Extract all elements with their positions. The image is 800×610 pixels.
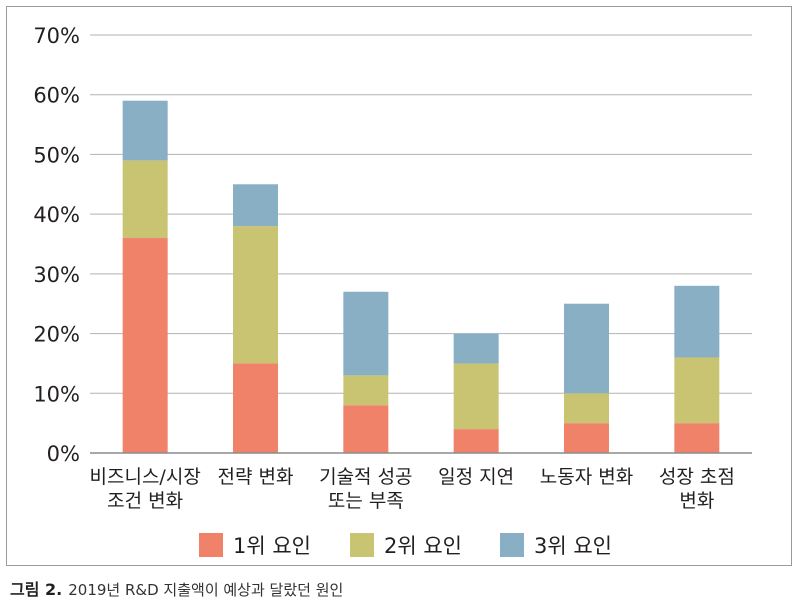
bar-segment bbox=[674, 423, 720, 453]
bar-segment bbox=[343, 375, 389, 406]
y-tick-label: 70% bbox=[33, 24, 80, 48]
y-tick-label: 20% bbox=[33, 323, 80, 347]
x-tick-label: 노동자 변화 bbox=[540, 466, 633, 488]
x-tick-label: 변화 bbox=[679, 490, 714, 512]
bar-segment bbox=[453, 429, 499, 453]
legend-label: 3위 요인 bbox=[534, 534, 612, 558]
legend-item: 1위 요인 bbox=[199, 527, 311, 563]
y-tick-label: 30% bbox=[33, 263, 80, 287]
bar-segment bbox=[122, 238, 168, 453]
x-tick-label: 비즈니스/시장 bbox=[90, 466, 201, 488]
x-tick-label: 조건 변화 bbox=[107, 490, 183, 512]
legend-swatch bbox=[350, 533, 374, 557]
bar-segment bbox=[453, 333, 499, 364]
x-tick-label: 기술적 성공 bbox=[319, 466, 412, 488]
figure-caption-label: 그림 2. bbox=[10, 580, 63, 599]
y-tick-label: 60% bbox=[33, 84, 80, 108]
x-tick-label: 전략 변화 bbox=[218, 466, 294, 488]
bar-segment bbox=[674, 357, 720, 424]
legend-swatch bbox=[500, 533, 524, 557]
bar-segment bbox=[122, 100, 168, 161]
y-tick-label: 40% bbox=[33, 203, 80, 227]
x-tick-label: 일정 지연 bbox=[438, 466, 514, 488]
legend-item: 2위 요인 bbox=[350, 527, 462, 563]
bar-segment bbox=[564, 303, 609, 394]
y-tick-label: 0% bbox=[47, 442, 80, 466]
legend-label: 2위 요인 bbox=[384, 534, 462, 558]
bar-segment bbox=[122, 160, 168, 239]
x-tick-label: 또는 부족 bbox=[328, 490, 404, 512]
chart-legend: 1위 요인 2위 요인 3위 요인 bbox=[0, 527, 800, 563]
bar-segment bbox=[343, 291, 389, 376]
bar-segment bbox=[674, 285, 720, 358]
legend-swatch bbox=[199, 533, 223, 557]
bar-segment bbox=[233, 226, 278, 364]
x-tick-label: 성장 초점 bbox=[659, 466, 735, 488]
bar-segment bbox=[343, 405, 389, 453]
figure-caption-text: 2019년 R&D 지출액이 예상과 달랐던 원인 bbox=[68, 581, 344, 599]
figure-caption: 그림 2. 2019년 R&D 지출액이 예상과 달랐던 원인 bbox=[10, 576, 343, 600]
bar-segment bbox=[564, 393, 609, 424]
bar-segment bbox=[564, 423, 609, 453]
y-tick-label: 50% bbox=[33, 143, 80, 167]
bar-segment bbox=[453, 363, 499, 430]
y-tick-label: 10% bbox=[33, 382, 80, 406]
legend-label: 1위 요인 bbox=[233, 534, 311, 558]
legend-item: 3위 요인 bbox=[500, 527, 612, 563]
bar-segment bbox=[233, 363, 278, 453]
bar-segment bbox=[233, 184, 278, 227]
